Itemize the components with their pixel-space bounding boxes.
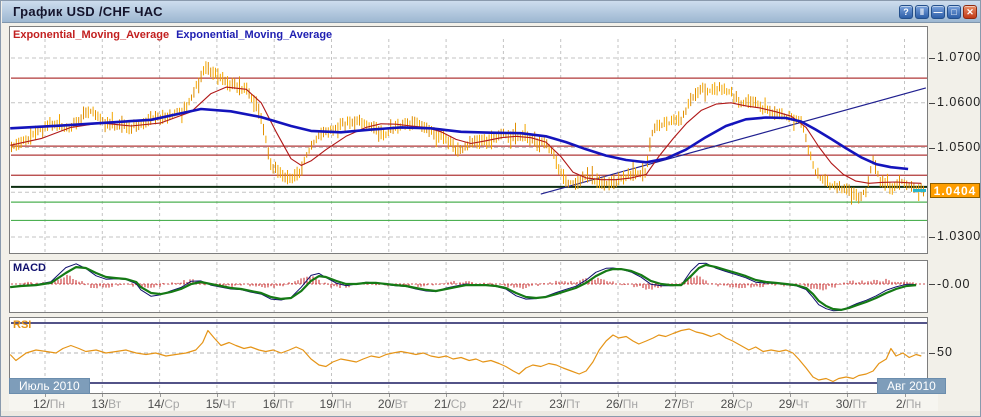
date-label: 26/Пн	[593, 397, 651, 411]
date-label: 16/Пт	[249, 397, 307, 411]
date-label: 2/Пн	[880, 397, 938, 411]
window-controls: ?‖—□✕	[899, 5, 977, 19]
price-tick-label: 1.0700	[937, 50, 981, 64]
window-bottom-edge	[1, 411, 981, 417]
legend-ema-2: Exponential_Moving_Average	[176, 29, 332, 41]
rsi-panel[interactable]: RSI	[9, 317, 928, 394]
help-button[interactable]: ?	[899, 5, 913, 19]
legend-ema-1: Exponential_Moving_Average	[13, 29, 169, 41]
date-label: 27/Вт	[650, 397, 708, 411]
price-chart-panel[interactable]: Exponential_Moving_Average Exponential_Mo…	[9, 26, 928, 254]
date-label: 12/Пн	[20, 397, 78, 411]
title-bar[interactable]: График USD /CHF ЧАС ?‖—□✕	[2, 1, 980, 23]
price-chart-canvas[interactable]	[10, 27, 927, 253]
price-tick	[929, 148, 935, 149]
rsi-axis-value: 50	[937, 345, 953, 359]
price-tick	[929, 58, 935, 59]
indicator-legend: Exponential_Moving_Average Exponential_Mo…	[13, 29, 339, 41]
price-tick-label: 1.0300	[937, 229, 981, 243]
month-badge-august: Авг 2010	[877, 378, 946, 394]
minimize-button[interactable]: —	[931, 5, 945, 19]
macd-axis-value: -0.00	[937, 277, 971, 291]
price-tick-label: 1.0500	[937, 140, 981, 154]
price-tick-label: 1.0600	[937, 95, 981, 109]
date-label: 15/Чт	[192, 397, 250, 411]
rsi-label: RSI	[13, 319, 31, 331]
date-label: 20/Вт	[364, 397, 422, 411]
pause-button[interactable]: ‖	[915, 5, 929, 19]
indicator-axis-tick	[929, 284, 935, 285]
date-label: 30/Пт	[822, 397, 880, 411]
close-button[interactable]: ✕	[963, 5, 977, 19]
macd-label: MACD	[13, 262, 46, 274]
current-price-marker: 1.0404	[930, 183, 980, 198]
date-label: 28/Ср	[708, 397, 766, 411]
chart-window: График USD /CHF ЧАС ?‖—□✕ Exponential_Mo…	[0, 0, 981, 417]
date-label: 19/Пн	[307, 397, 365, 411]
macd-panel[interactable]: MACD	[9, 260, 928, 313]
macd-canvas[interactable]	[10, 261, 927, 312]
date-label: 14/Ср	[135, 397, 193, 411]
maximize-button[interactable]: □	[947, 5, 961, 19]
date-label: 21/Ср	[421, 397, 479, 411]
date-label: 23/Пт	[536, 397, 594, 411]
rsi-canvas[interactable]	[10, 318, 927, 393]
indicator-axis-tick	[929, 353, 935, 354]
price-tick	[929, 237, 935, 238]
date-label: 22/Чт	[478, 397, 536, 411]
price-tick	[929, 103, 935, 104]
month-badge-july: Июль 2010	[9, 378, 90, 394]
date-label: 29/Чт	[765, 397, 823, 411]
window-title: График USD /CHF ЧАС	[13, 4, 163, 19]
date-axis[interactable]: 12/Пн13/Вт14/Ср15/Чт16/Пт19/Пн20/Вт21/Ср…	[9, 394, 938, 411]
date-label: 13/Вт	[77, 397, 135, 411]
